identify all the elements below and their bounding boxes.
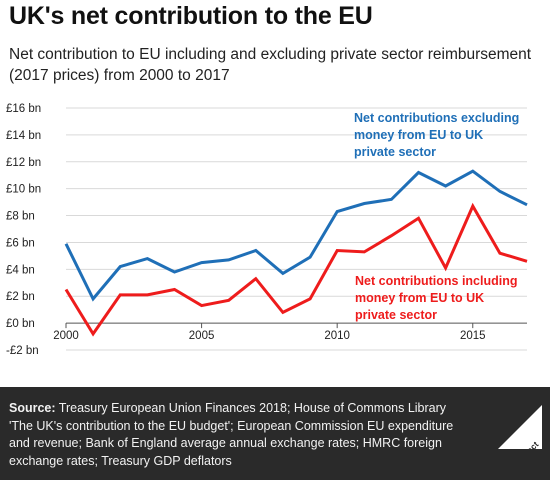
y-tick-label: £0 bn bbox=[6, 318, 35, 330]
x-axis-ticks: 2000 2005 2010 2015 bbox=[53, 323, 486, 342]
full-fact-logo: Full Fact bbox=[498, 405, 542, 449]
source-footer: Source: Treasury European Union Finances… bbox=[0, 387, 550, 480]
series-labels: Net contributions excluding money from EU… bbox=[354, 111, 519, 322]
line-chart: -£2 bn £0 bn £2 bn £4 bn £6 bn £8 bn £10 bn £12… bbox=[6, 103, 528, 357]
x-tick-label: 2000 bbox=[53, 330, 79, 342]
y-tick-label: £12 bn bbox=[6, 157, 41, 169]
source-note: Source: Treasury European Union Finances… bbox=[9, 400, 469, 470]
y-tick-label: £10 bn bbox=[6, 184, 41, 196]
chart-subtitle: Net contribution to EU including and exc… bbox=[9, 46, 532, 84]
x-tick-label: 2005 bbox=[189, 330, 215, 342]
x-tick-label: 2010 bbox=[324, 330, 350, 342]
series-line-including bbox=[64, 202, 528, 337]
y-tick-label: £16 bn bbox=[6, 103, 41, 115]
series-label-excluding: Net contributions excluding money from EU… bbox=[354, 111, 519, 159]
source-text: Treasury European Union Finances 2018; H… bbox=[9, 401, 454, 468]
source-label: Source: bbox=[9, 401, 56, 415]
y-tick-label: £8 bn bbox=[6, 211, 35, 223]
gridlines bbox=[66, 107, 527, 351]
series-lines bbox=[64, 169, 528, 337]
y-tick-label: £14 bn bbox=[6, 130, 41, 142]
y-tick-label: £2 bn bbox=[6, 291, 35, 303]
y-tick-label: £6 bn bbox=[6, 237, 35, 249]
y-tick-label: -£2 bn bbox=[6, 345, 39, 357]
y-axis-tick-labels: -£2 bn £0 bn £2 bn £4 bn £6 bn £8 bn £10 bn £12… bbox=[6, 103, 41, 357]
series-label-including: Net contributions including money from EU… bbox=[355, 274, 518, 322]
y-tick-label: £4 bn bbox=[6, 264, 35, 276]
series-line-excluding bbox=[64, 169, 528, 302]
chart-title: UK's net contribution to the EU bbox=[9, 2, 373, 30]
x-tick-label: 2015 bbox=[460, 330, 486, 342]
